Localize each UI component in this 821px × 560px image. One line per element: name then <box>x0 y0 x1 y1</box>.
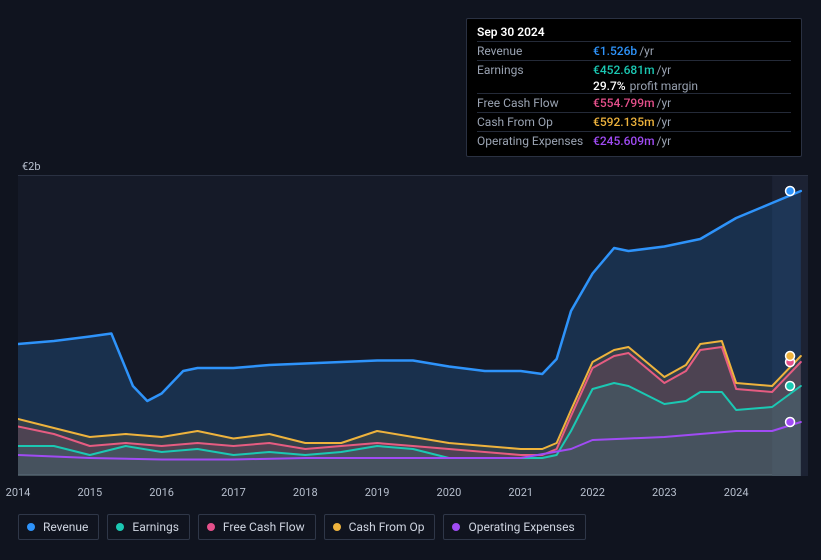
legend-item-fcf[interactable]: Free Cash Flow <box>198 514 316 540</box>
legend-item-label: Free Cash Flow <box>223 520 305 534</box>
legend-dot-icon <box>207 523 215 531</box>
legend-item-cfo[interactable]: Cash From Op <box>324 514 436 540</box>
x-axis-tick: 2020 <box>437 486 462 499</box>
x-axis: 2014201520162017201820192020202120222023… <box>18 480 808 500</box>
tooltip-row-unit: /yr <box>657 134 672 148</box>
chart-tooltip: Sep 30 2024 Revenue€1.526b /yrEarnings€4… <box>466 18 802 157</box>
x-axis-tick: 2014 <box>6 486 31 499</box>
legend-item-earnings[interactable]: Earnings <box>107 514 190 540</box>
tooltip-row-unit: /yr <box>657 96 672 110</box>
tooltip-row-value: €554.799m <box>593 96 655 110</box>
tooltip-row-value: €592.135m <box>593 115 655 129</box>
tooltip-row-value: €1.526b <box>593 44 637 58</box>
x-axis-tick: 2017 <box>221 486 246 499</box>
tooltip-row-label: Revenue <box>477 44 593 58</box>
tooltip-row: Operating Expenses€245.609m /yr <box>477 131 791 150</box>
x-axis-tick: 2022 <box>580 486 605 499</box>
y-axis-tick-top: €2b <box>22 160 41 173</box>
tooltip-row-unit: /yr <box>639 44 654 58</box>
legend-item-label: Operating Expenses <box>468 520 574 534</box>
tooltip-row-label: Earnings <box>477 63 593 77</box>
legend-dot-icon <box>116 523 124 531</box>
legend-dot-icon <box>333 523 341 531</box>
legend-item-label: Revenue <box>43 520 88 534</box>
tooltip-row-unit: /yr <box>657 63 672 77</box>
chart-plot[interactable] <box>18 175 808 475</box>
tooltip-row: Earnings€452.681m /yr <box>477 60 791 79</box>
x-axis-tick: 2023 <box>652 486 677 499</box>
legend-item-opex[interactable]: Operating Expenses <box>443 514 585 540</box>
chart-legend: Revenue Earnings Free Cash Flow Cash From O… <box>18 514 586 540</box>
legend-item-revenue[interactable]: Revenue <box>18 514 99 540</box>
tooltip-row-value: €245.609m <box>593 134 655 148</box>
tooltip-row-label: Free Cash Flow <box>477 96 593 110</box>
legend-item-label: Earnings <box>132 520 179 534</box>
tooltip-row: Free Cash Flow€554.799m /yr <box>477 93 791 112</box>
x-axis-tick: 2021 <box>508 486 533 499</box>
legend-dot-icon <box>452 523 460 531</box>
tooltip-row-label: Cash From Op <box>477 115 593 129</box>
tooltip-row-value: €452.681m <box>593 63 655 77</box>
tooltip-row: Cash From Op€592.135m /yr <box>477 112 791 131</box>
x-axis-tick: 2016 <box>149 486 174 499</box>
tooltip-row: Revenue€1.526b /yr <box>477 41 791 60</box>
x-axis-tick: 2018 <box>293 486 318 499</box>
x-axis-tick: 2015 <box>77 486 102 499</box>
legend-dot-icon <box>27 523 35 531</box>
tooltip-row-label: Operating Expenses <box>477 134 593 148</box>
tooltip-profit-margin: 29.7%profit margin <box>477 79 791 93</box>
tooltip-date: Sep 30 2024 <box>477 25 791 41</box>
x-axis-tick: 2019 <box>365 486 390 499</box>
legend-item-label: Cash From Op <box>349 520 425 534</box>
x-axis-tick: 2024 <box>724 486 749 499</box>
tooltip-row-unit: /yr <box>657 115 672 129</box>
